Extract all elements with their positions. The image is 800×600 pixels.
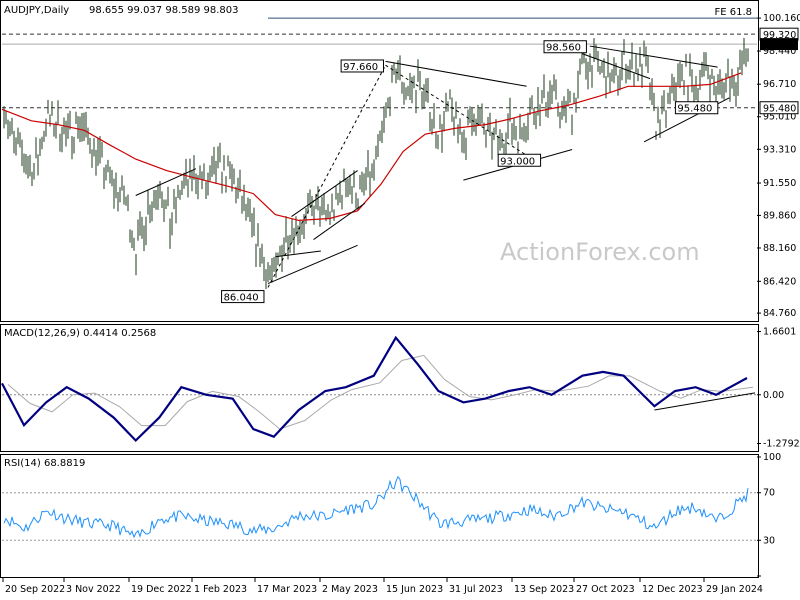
annotation-box xyxy=(340,59,385,73)
macd-y-tick-label: -1.2792 xyxy=(763,438,800,449)
level-price-box xyxy=(759,101,799,115)
price-panel-frame xyxy=(0,0,759,322)
trendline xyxy=(291,170,358,217)
price-y-tick-label: 88.160 xyxy=(763,243,796,254)
annotation-box xyxy=(221,290,265,304)
x-tick-label: 31 Jul 2023 xyxy=(449,584,503,595)
level-price-label: 95.480 xyxy=(763,104,796,115)
x-tick-label: 1 Feb 2023 xyxy=(194,584,247,595)
price-y-tick-label: 98.440 xyxy=(763,46,796,57)
x-tick-label: 17 Mar 2023 xyxy=(257,584,317,595)
x-tick-label: 3 Nov 2022 xyxy=(66,584,121,595)
x-axis: 20 Sep 2022 3 Nov 2022 19 Dec 2022 1 Feb 20… xyxy=(2,578,763,595)
macd-y-tick-label: 1.6601 xyxy=(763,327,796,338)
wave-dashed-line xyxy=(385,64,527,156)
price-ohlc-header: 98.655 99.037 98.589 98.803 xyxy=(89,5,239,16)
price-y-tick-label: 93.310 xyxy=(763,144,796,155)
current-price-box xyxy=(760,38,798,51)
trendline xyxy=(582,53,651,80)
macd-panel-title: MACD(12,26,9) 0.4414 0.2568 xyxy=(4,328,156,339)
x-tick-label: 27 Oct 2023 xyxy=(576,584,635,595)
level-price-label: 99.320 xyxy=(763,30,796,41)
macd-y-tick-label: 0.00 xyxy=(763,390,784,401)
x-tick-label: 29 Jan 2024 xyxy=(706,584,763,595)
annotation-box xyxy=(543,40,587,54)
x-tick-label: 20 Sep 2022 xyxy=(5,584,65,595)
annotation-label: 93.000 xyxy=(500,156,535,167)
annotation-label: 97.660 xyxy=(343,62,378,73)
trendline xyxy=(135,168,197,196)
macd-layer: 1.6601 0.00 -1.2792 xyxy=(1,327,800,449)
trendline xyxy=(267,244,358,285)
rsi-layer: 100 70 30 xyxy=(2,452,781,577)
annotation-box xyxy=(674,101,719,115)
watermark: ActionForex.com xyxy=(500,238,700,266)
current-price-label: 98.803 xyxy=(763,40,796,51)
price-panel-title: AUDJPY,Daily xyxy=(4,5,69,16)
price-y-tick-label: 84.760 xyxy=(763,308,796,319)
trendline xyxy=(385,60,527,87)
x-tick-label: 2 May 2023 xyxy=(322,584,378,595)
trendline xyxy=(313,202,366,240)
rsi-panel-frame xyxy=(0,454,759,578)
trendline xyxy=(589,45,718,68)
rsi-y-tick-label: 70 xyxy=(763,488,775,499)
rsi-panel-title: RSI(14) 68.8819 xyxy=(4,458,85,469)
macd-panel-frame xyxy=(0,324,759,452)
price-y-tick-label: 95.010 xyxy=(763,112,796,123)
rsi-y-tick-label: 100 xyxy=(763,452,781,463)
rsi-line xyxy=(3,475,749,539)
price-y-tick-label: 96.710 xyxy=(763,79,796,90)
x-tick-label: 13 Sep 2023 xyxy=(514,584,574,595)
annotation-label: 95.480 xyxy=(677,104,712,115)
price-y-tick-label: 86.420 xyxy=(763,276,796,287)
x-tick-label: 12 Dec 2023 xyxy=(642,584,703,595)
price-layer: 100.160 98.440 96.710 95.010 93.310 91.550 89.… xyxy=(1,7,800,319)
price-y-tick-label: 100.160 xyxy=(763,13,800,24)
x-tick-label: 19 Dec 2022 xyxy=(131,584,192,595)
annotation-label: 98.560 xyxy=(546,43,581,54)
sma-line xyxy=(1,72,742,222)
price-y-tick-label: 91.550 xyxy=(763,178,796,189)
fe618-label: FE 61.8 xyxy=(714,7,752,18)
macd-trendline xyxy=(654,392,756,411)
annotation-label: 86.040 xyxy=(224,293,259,304)
price-y-tick-label: 89.860 xyxy=(763,210,796,221)
annotation-box xyxy=(497,153,542,167)
x-tick-label: 15 Jun 2023 xyxy=(386,584,443,595)
macd-line xyxy=(1,335,748,443)
rsi-y-tick-label: 30 xyxy=(763,535,775,546)
trendline xyxy=(275,250,321,258)
